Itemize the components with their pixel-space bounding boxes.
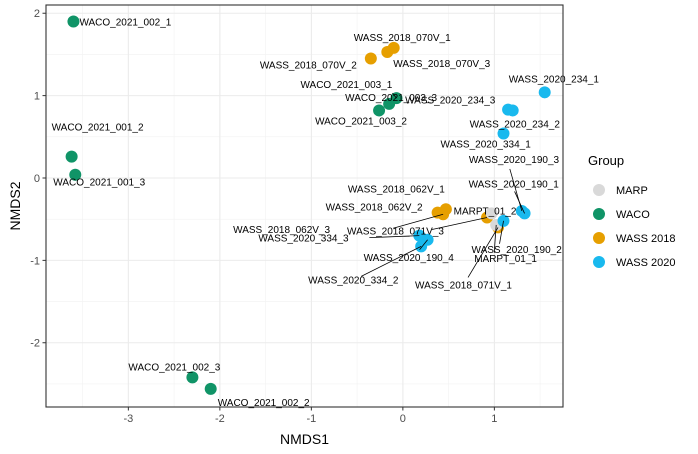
point-label: WASS_2020_234_3 <box>405 96 496 107</box>
label-leader-line <box>499 220 504 244</box>
data-point <box>506 104 519 117</box>
label-leader-line <box>514 191 525 214</box>
point-label: WASS_2018_070V_1 <box>354 33 451 44</box>
legend-key <box>593 208 605 220</box>
y-tick-label: 1 <box>34 91 40 103</box>
data-point <box>373 104 386 117</box>
legend-key <box>593 256 605 268</box>
point-label: WACO_2021_002_2 <box>218 398 310 409</box>
label-leader-line <box>360 246 422 277</box>
data-point <box>497 127 510 140</box>
data-point <box>186 371 199 384</box>
label-leader-line <box>392 92 397 99</box>
legend-key <box>593 232 605 244</box>
point-label: WASS_2018_071V_1 <box>415 280 512 291</box>
y-tick-label: -1 <box>30 255 40 267</box>
data-point <box>485 207 498 220</box>
point-label: WASS_2018_070V_2 <box>260 61 357 72</box>
y-tick-label: 2 <box>34 8 40 20</box>
point-label: WASS_2018_071V_3 <box>347 227 444 238</box>
data-point <box>69 168 82 181</box>
x-tick-label: 0 <box>400 413 406 425</box>
point-label: WACO_2021_002_1 <box>79 17 171 28</box>
point-label: WASS_2020_190_3 <box>469 155 560 166</box>
data-point <box>67 15 80 28</box>
point-label: WASS_2020_190_4 <box>364 253 455 264</box>
y-tick-label: 0 <box>34 173 40 185</box>
point-label: WACO_2021_002_3 <box>128 362 220 373</box>
plot-panel <box>46 5 563 407</box>
point-label: WASS_2018_062V_3 <box>233 225 330 236</box>
data-point <box>364 52 377 65</box>
y-tick-label: -2 <box>30 338 40 350</box>
point-label: WASS_2020_190_2 <box>472 245 563 256</box>
point-label: MARPT_01_1 <box>474 254 537 265</box>
point-label: WASS_2018_070V_3 <box>393 59 490 70</box>
data-point <box>204 382 217 395</box>
x-tick-label: -1 <box>306 413 316 425</box>
data-point <box>383 97 396 110</box>
point-label: WASS_2018_062V_1 <box>348 184 445 195</box>
point-label: WASS_2020_334_1 <box>441 140 532 151</box>
point-label: WACO_2021_001_2 <box>52 123 144 134</box>
x-tick-label: 1 <box>491 413 497 425</box>
label-leader-line <box>393 213 444 229</box>
point-label: WACO_2021_003_3 <box>345 93 437 104</box>
x-axis-title: NMDS1 <box>280 431 329 447</box>
point-label: WASS_2020_334_3 <box>258 234 349 245</box>
label-leader-line <box>493 224 497 253</box>
legend-label: MARP <box>616 185 648 197</box>
point-label: WACO_2021_001_3 <box>53 178 145 189</box>
data-point <box>538 86 551 99</box>
data-point <box>381 45 394 58</box>
label-leader-line <box>431 217 488 230</box>
legend-label: WASS 2020 <box>616 257 676 269</box>
point-label: MARPT_01_2 <box>454 206 517 217</box>
point-label: WASS_2020_190_1 <box>469 179 560 190</box>
point-label: WACO_2021_003_1 <box>300 80 392 91</box>
point-label: WASS_2020_234_2 <box>470 119 561 130</box>
legend-label: WACO <box>616 209 650 221</box>
point-label: WASS_2020_334_2 <box>308 275 399 286</box>
legend-title: Group <box>588 153 624 168</box>
plot-panel-border <box>45 4 564 408</box>
x-tick-label: -3 <box>123 413 133 425</box>
point-label: WACO_2021_003_2 <box>315 116 407 127</box>
legend-label: WASS 2018 <box>616 233 676 245</box>
label-leader-line <box>467 227 499 278</box>
legend-key <box>593 184 605 196</box>
y-axis-title: NMDS2 <box>7 181 23 230</box>
label-leader-line <box>369 235 420 239</box>
data-point <box>65 150 78 163</box>
point-label: WASS_2020_234_1 <box>509 74 600 85</box>
x-tick-label: -2 <box>215 413 225 425</box>
point-label: WASS_2018_062V_2 <box>326 203 423 214</box>
label-leader-line <box>509 168 523 212</box>
label-leader-line <box>419 239 428 251</box>
